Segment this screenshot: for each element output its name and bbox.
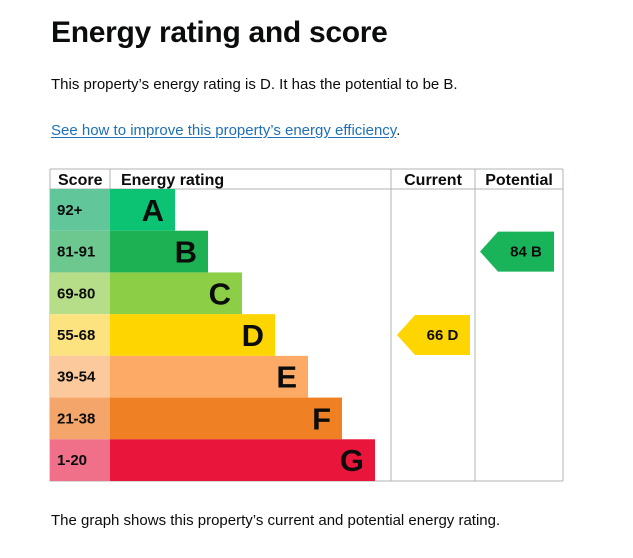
rating-summary: This property’s energy rating is D. It h… [51, 76, 458, 93]
rating-bar-a [110, 189, 175, 231]
score-range-g: 1-20 [57, 452, 87, 469]
rating-letter-b: B [175, 235, 197, 270]
rating-bar-g [110, 439, 375, 481]
rating-letter-a: A [142, 193, 164, 228]
rating-bar-e [110, 355, 308, 398]
rating-bar-f [110, 397, 342, 440]
score-range-e: 39-54 [57, 369, 96, 386]
score-range-a: 92+ [57, 202, 83, 219]
score-range-d: 55-68 [57, 327, 95, 344]
rating-letter-e: E [276, 360, 297, 395]
score-cell-d [50, 314, 110, 356]
score-cell-c [50, 272, 110, 315]
rating-bar-b [110, 230, 208, 273]
improve-efficiency-link[interactable]: See how to improve this property’s energ… [51, 122, 397, 139]
rating-bar-d [110, 314, 275, 356]
score-range-f: 21-38 [57, 410, 95, 427]
rating-letter-g: G [340, 443, 364, 478]
score-range-b: 81-91 [57, 244, 95, 261]
potential-rating-label: 84 B [510, 244, 542, 261]
score-cell-b [50, 230, 110, 273]
rating-arrows: 66 D 84 B [397, 231, 554, 355]
link-suffix: . [396, 122, 401, 139]
chart-headers: Score Energy rating Current Potential [58, 172, 553, 189]
rating-letter-c: C [209, 276, 231, 311]
rating-letter-f: F [312, 401, 331, 436]
header-current: Current [404, 172, 462, 189]
current-rating-label: 66 D [427, 327, 459, 344]
score-cell-e [50, 355, 110, 398]
improve-link-paragraph: See how to improve this property’s energ… [51, 122, 400, 139]
header-score: Score [58, 172, 103, 189]
graph-description: The graph shows this property’s current … [51, 512, 501, 529]
potential-rating-arrow [480, 231, 554, 272]
current-rating-arrow [397, 315, 470, 355]
score-cell-g [50, 439, 110, 481]
rating-bar-c [110, 272, 242, 315]
header-energy-rating: Energy rating [121, 172, 224, 189]
header-potential: Potential [485, 172, 553, 189]
score-range-c: 69-80 [57, 285, 95, 302]
score-cell-a [50, 189, 110, 231]
score-cell-f [50, 397, 110, 440]
page-title: Energy rating and score [51, 16, 388, 49]
rating-bands: 92+ A 81-91 B 69-80 C 55-68 D 39-54 E 21-38 F 1-20 G [50, 189, 375, 481]
rating-letter-d: D [242, 318, 264, 353]
